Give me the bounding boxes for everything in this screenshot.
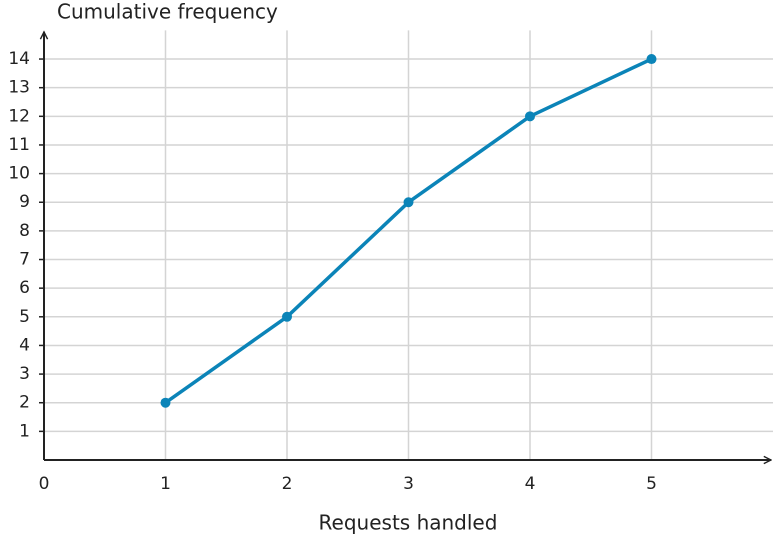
y-tick-label: 14 <box>8 49 30 69</box>
y-tick-label: 12 <box>8 106 30 126</box>
x-tick-label: 4 <box>525 474 536 494</box>
x-tick-label: 2 <box>282 474 293 494</box>
point <box>403 197 414 208</box>
y-tick-label: 1 <box>19 421 30 441</box>
x-tick-label: 0 <box>39 474 50 494</box>
y-tick-label: 4 <box>19 335 30 355</box>
y-axis-label: Cumulative frequency <box>57 0 278 24</box>
y-tick-label: 10 <box>8 164 30 184</box>
y-tick-label: 13 <box>8 78 30 98</box>
y-tick-label: 11 <box>8 135 30 155</box>
x-tick-label: 5 <box>646 474 657 494</box>
y-tick-label: 7 <box>19 250 30 270</box>
x-tick-label: 1 <box>160 474 171 494</box>
grid <box>43 30 773 460</box>
y-tick-label: 5 <box>19 307 30 327</box>
y-tick-label: 2 <box>19 393 30 413</box>
x-axis-label: Requests handled <box>319 511 498 535</box>
point <box>525 111 535 122</box>
y-tick-label: 8 <box>19 221 30 241</box>
y-tick-label: 3 <box>19 364 30 384</box>
point <box>160 397 171 408</box>
x-tick-label: 3 <box>403 474 414 494</box>
y-tick-label: 9 <box>19 192 30 212</box>
point <box>282 311 292 322</box>
point <box>646 54 657 65</box>
y-tick-label: 6 <box>19 278 30 298</box>
